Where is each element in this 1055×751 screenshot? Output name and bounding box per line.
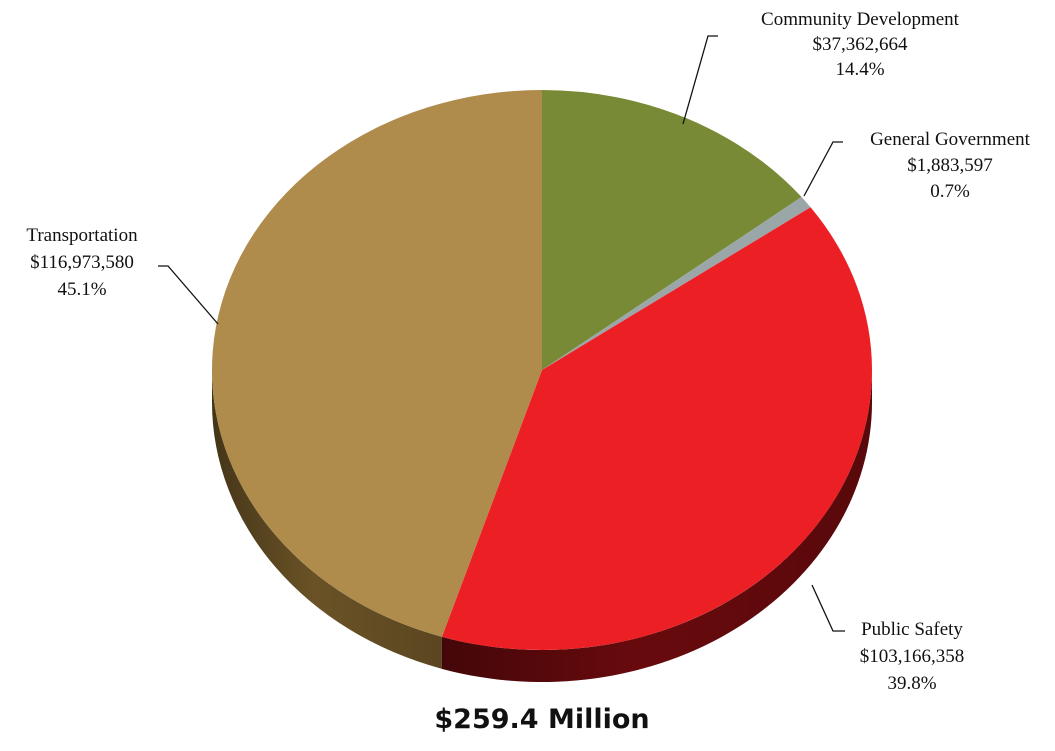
label-community-development-value: $37,362,664	[813, 34, 909, 55]
label-public-safety-percent: 39.8%	[887, 673, 936, 694]
leader-transportation	[158, 265, 219, 325]
side-shade-transportation	[212, 370, 442, 669]
label-transportation-percent: 45.1%	[57, 279, 106, 300]
label-community-development-percent: 14.4%	[835, 59, 884, 80]
leader-lines	[158, 35, 845, 632]
label-community-development-name: Community Development	[761, 9, 960, 30]
slice-community-development	[542, 90, 802, 370]
leader-community-development	[682, 35, 718, 125]
label-general-government-name: General Government	[870, 129, 1031, 150]
label-general-government-percent: 0.7%	[930, 181, 970, 202]
leader-public-safety	[811, 584, 845, 632]
label-public-safety-value: $103,166,358	[860, 646, 965, 667]
label-transportation-name: Transportation	[26, 225, 138, 246]
label-general-government-value: $1,883,597	[907, 155, 993, 176]
pie-tops	[211, 90, 872, 651]
leader-general-government	[803, 141, 843, 197]
slice-transportation	[211, 90, 542, 637]
total-label: $259.4 Million	[434, 704, 649, 735]
side-shade-public-safety	[441, 370, 872, 682]
slice-general-government	[542, 197, 811, 370]
label-transportation-value: $116,973,580	[30, 252, 134, 273]
label-public-safety-name: Public Safety	[861, 619, 963, 640]
pie-sides	[212, 370, 872, 682]
slice-public-safety	[441, 207, 872, 651]
